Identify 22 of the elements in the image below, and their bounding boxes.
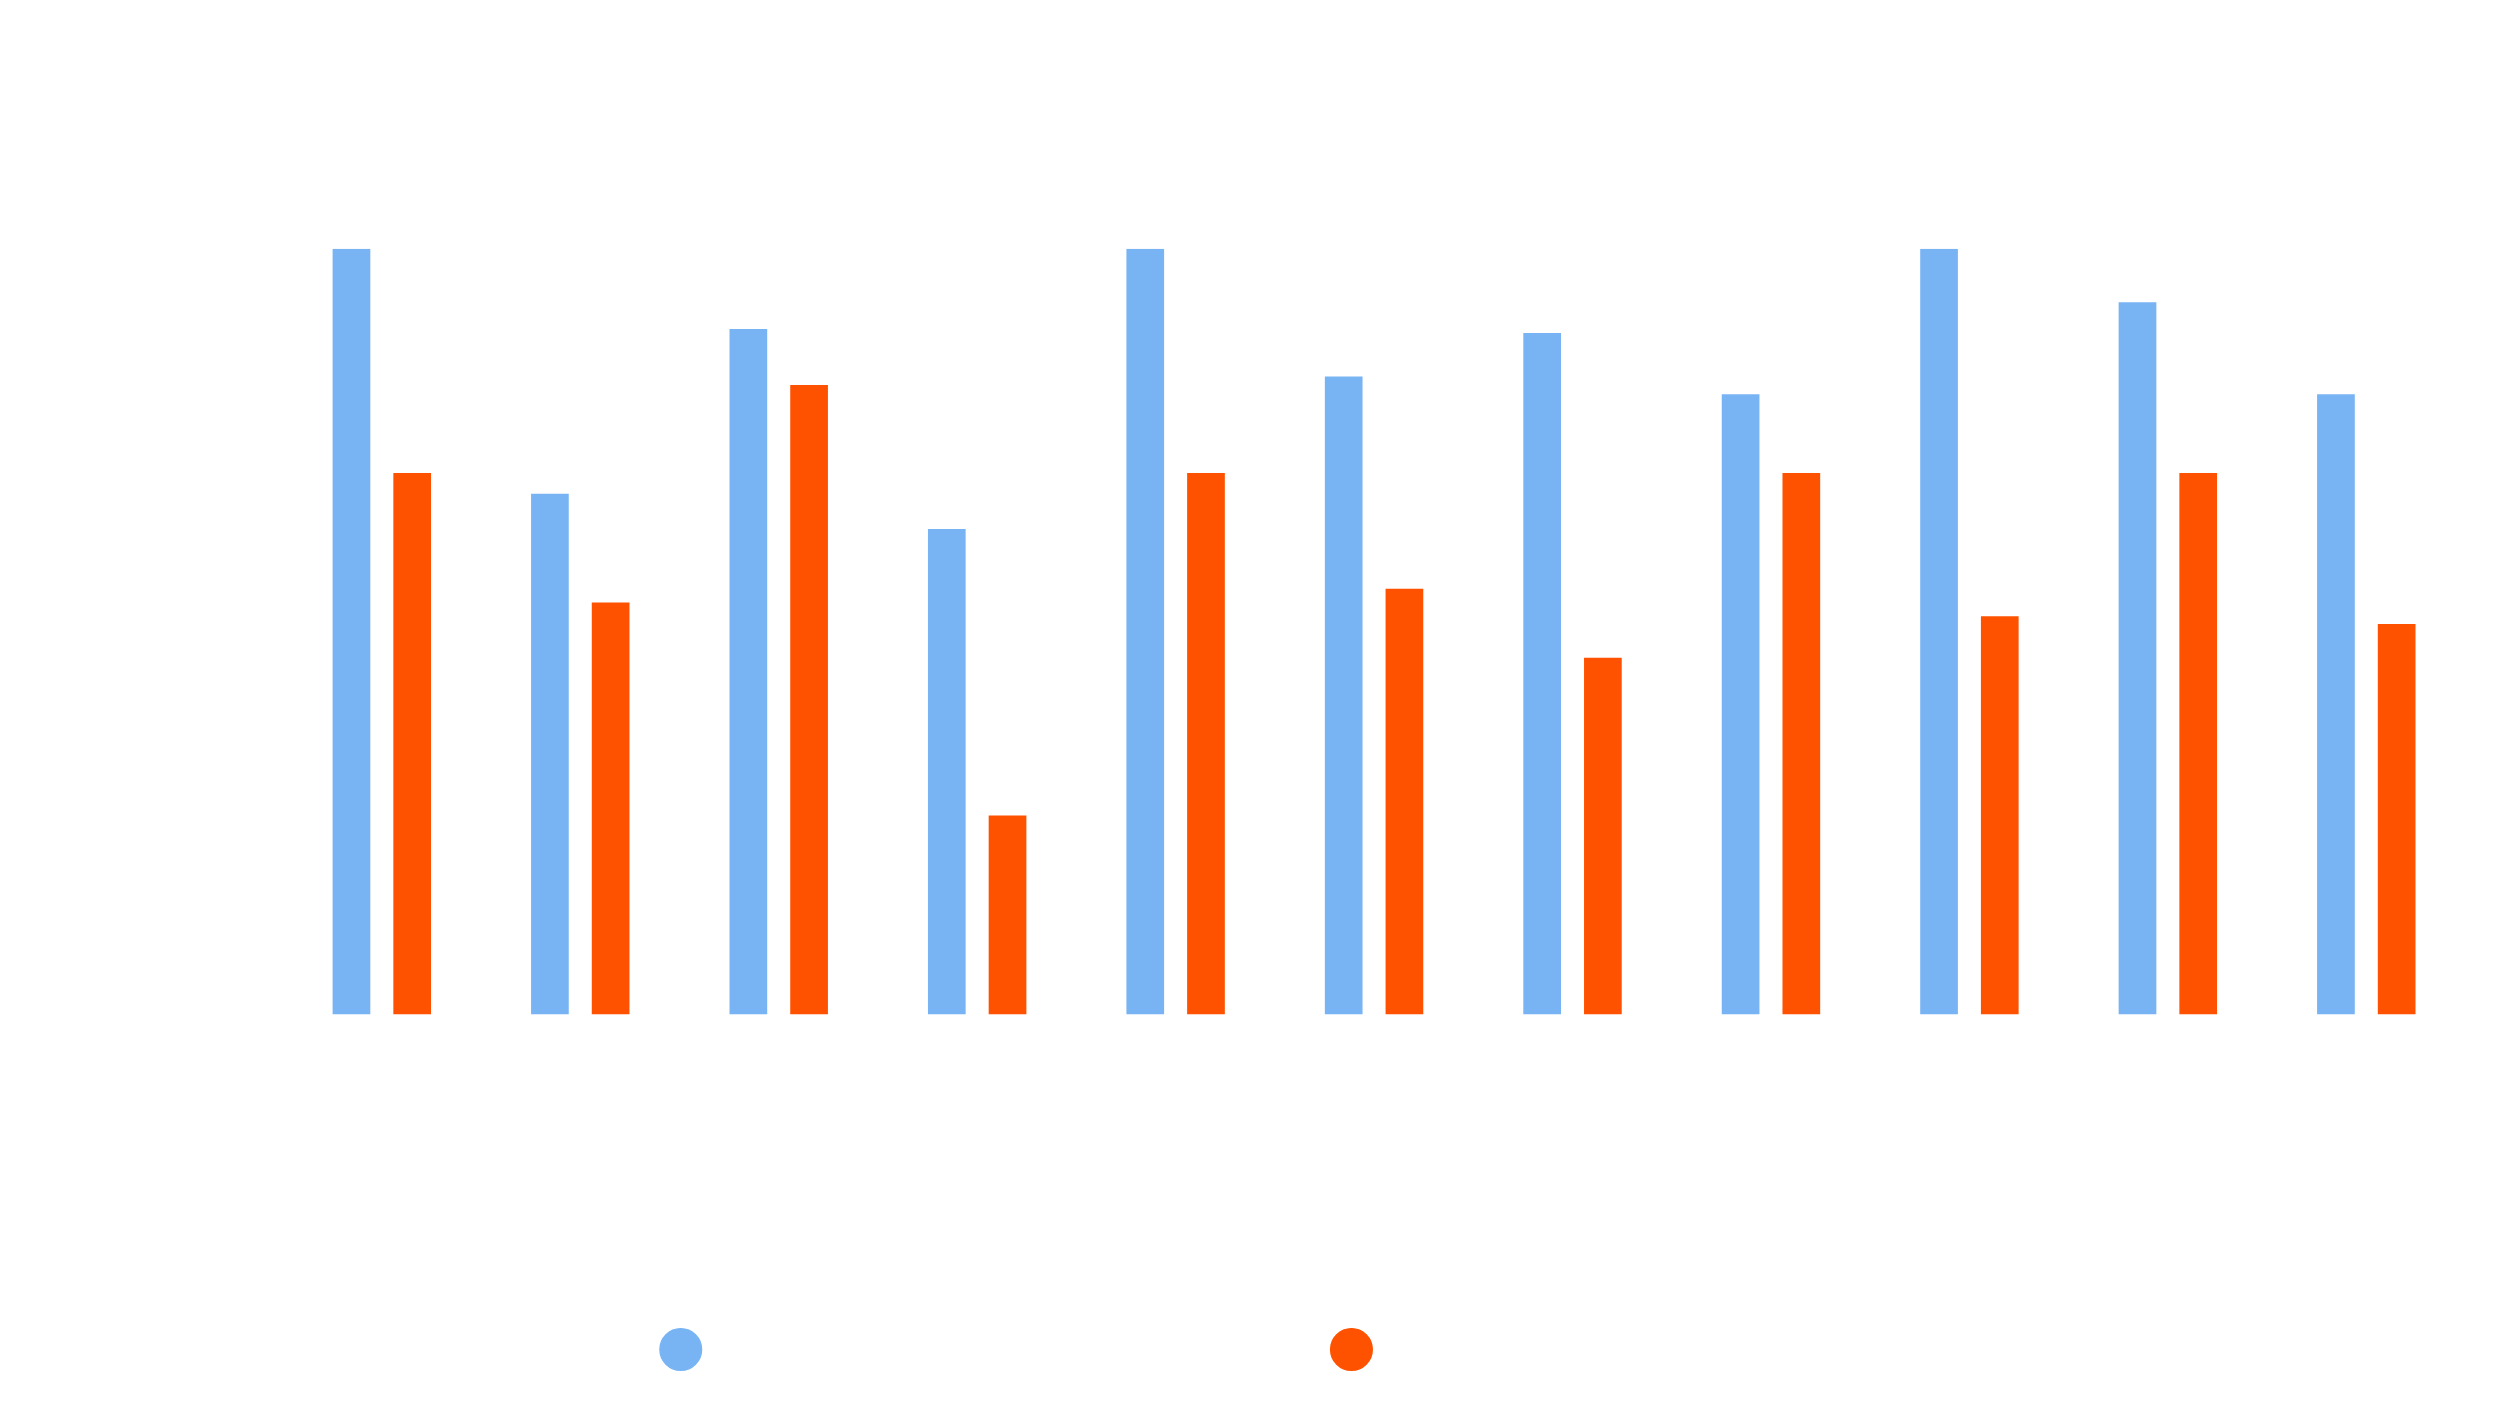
- bar: [1782, 473, 1821, 1015]
- bar: [927, 528, 966, 1015]
- bar: [1920, 248, 1958, 1015]
- bar: [531, 493, 569, 1015]
- bar: [790, 385, 828, 1015]
- bar: [591, 602, 630, 1015]
- bar: [1523, 332, 1561, 1015]
- bar: [988, 815, 1027, 1015]
- bar: [1324, 376, 1363, 1015]
- bar: [2179, 473, 2218, 1015]
- bar: [1584, 657, 1622, 1015]
- bar: [393, 473, 432, 1015]
- bar: [1187, 473, 1225, 1015]
- bar: [1126, 248, 1165, 1015]
- bar: [1980, 616, 2019, 1015]
- bar: [729, 329, 768, 1015]
- bar: [2317, 394, 2355, 1015]
- bar: [1385, 588, 1424, 1015]
- bar: [2377, 623, 2416, 1015]
- bar: [332, 248, 371, 1015]
- bar: [1721, 394, 1760, 1015]
- bar: [2118, 302, 2157, 1015]
